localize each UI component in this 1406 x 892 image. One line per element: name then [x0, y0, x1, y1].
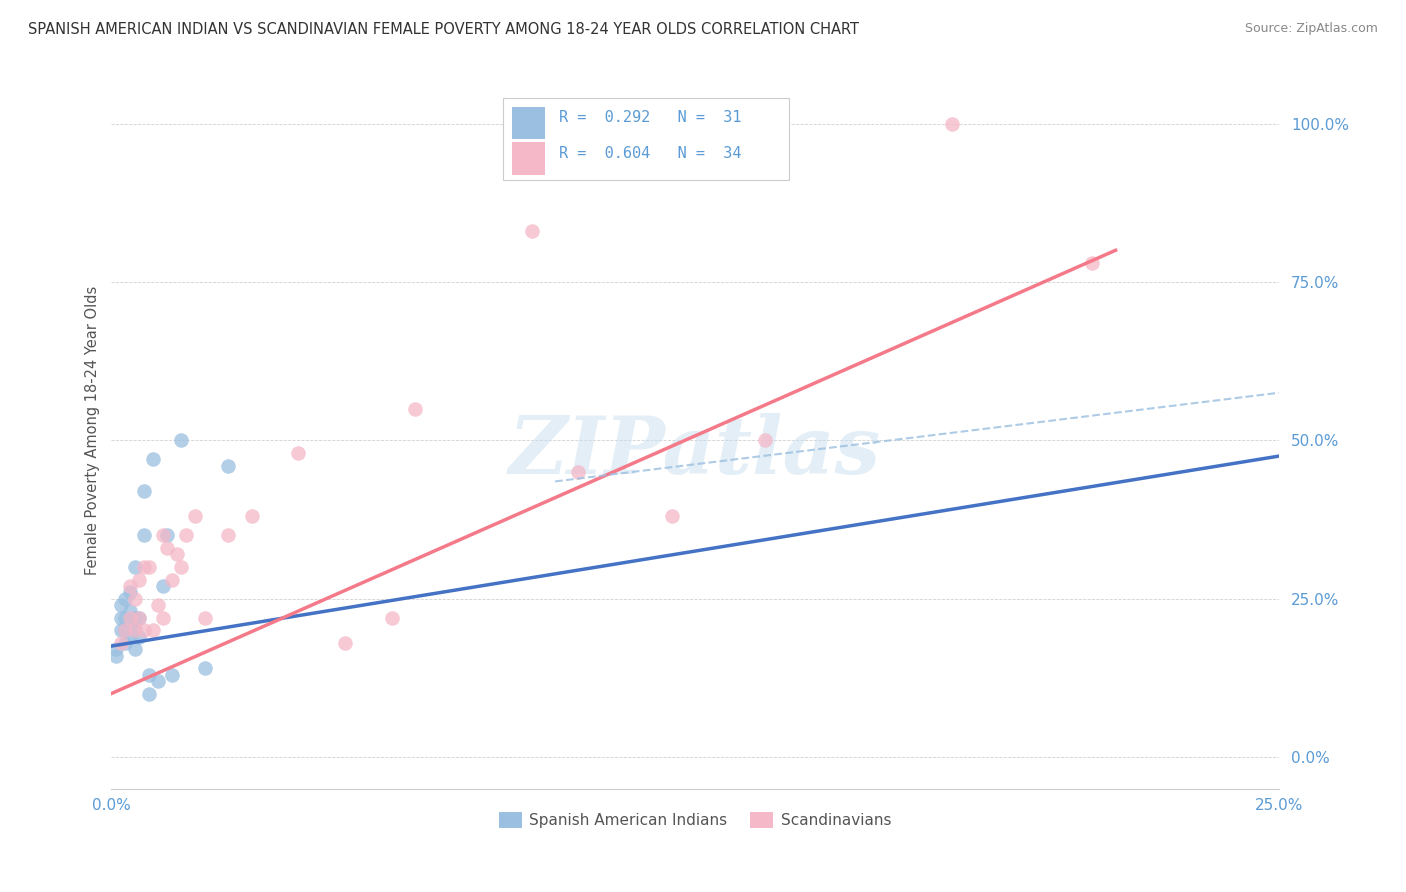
Point — [120, 604, 142, 618]
Point — [110, 636, 132, 650]
Point — [381, 610, 404, 624]
Point — [142, 452, 165, 467]
Text: R =  0.292   N =  31: R = 0.292 N = 31 — [558, 111, 741, 125]
Point — [287, 446, 309, 460]
Point — [156, 528, 179, 542]
Point — [120, 610, 142, 624]
Point — [146, 598, 169, 612]
Point — [105, 648, 128, 663]
Point — [124, 591, 146, 606]
Point — [128, 610, 150, 624]
Point — [110, 624, 132, 638]
Point — [174, 528, 197, 542]
Point — [520, 224, 543, 238]
Point — [128, 573, 150, 587]
Point — [124, 624, 146, 638]
Point — [114, 591, 136, 606]
Legend: Spanish American Indians, Scandinavians: Spanish American Indians, Scandinavians — [492, 806, 897, 835]
Point — [124, 560, 146, 574]
Point — [184, 509, 207, 524]
Point — [110, 610, 132, 624]
Point — [217, 528, 239, 542]
Point — [124, 642, 146, 657]
Point — [128, 630, 150, 644]
Point — [114, 624, 136, 638]
Point — [941, 117, 963, 131]
Point — [661, 509, 683, 524]
Point — [567, 465, 589, 479]
Point — [120, 630, 142, 644]
Point — [138, 667, 160, 681]
Point — [132, 560, 155, 574]
Point — [132, 528, 155, 542]
Point — [114, 610, 136, 624]
Point — [132, 624, 155, 638]
Point — [160, 667, 183, 681]
Point — [114, 624, 136, 638]
Bar — [512, 143, 544, 175]
Point — [333, 636, 356, 650]
Point — [146, 673, 169, 688]
Point — [120, 616, 142, 631]
Text: SPANISH AMERICAN INDIAN VS SCANDINAVIAN FEMALE POVERTY AMONG 18-24 YEAR OLDS COR: SPANISH AMERICAN INDIAN VS SCANDINAVIAN … — [28, 22, 859, 37]
Point — [166, 547, 188, 561]
Point — [120, 579, 142, 593]
Point — [1081, 256, 1104, 270]
Point — [114, 636, 136, 650]
Point — [170, 434, 193, 448]
Bar — [512, 107, 544, 139]
Point — [138, 560, 160, 574]
FancyBboxPatch shape — [502, 98, 789, 180]
Text: ZIPatlas: ZIPatlas — [509, 414, 882, 491]
Point — [120, 585, 142, 599]
Point — [170, 560, 193, 574]
Point — [138, 687, 160, 701]
Point — [160, 573, 183, 587]
Point — [240, 509, 263, 524]
Point — [754, 434, 776, 448]
Point — [217, 458, 239, 473]
Point — [156, 541, 179, 555]
Point — [110, 598, 132, 612]
Point — [194, 610, 217, 624]
Point — [128, 610, 150, 624]
Point — [152, 579, 174, 593]
Y-axis label: Female Poverty Among 18-24 Year Olds: Female Poverty Among 18-24 Year Olds — [86, 286, 100, 575]
Point — [152, 610, 174, 624]
Point — [124, 610, 146, 624]
Text: R =  0.604   N =  34: R = 0.604 N = 34 — [558, 146, 741, 161]
Point — [194, 661, 217, 675]
Point — [152, 528, 174, 542]
Point — [404, 401, 426, 416]
Text: Source: ZipAtlas.com: Source: ZipAtlas.com — [1244, 22, 1378, 36]
Point — [132, 483, 155, 498]
Point — [124, 624, 146, 638]
Point — [142, 624, 165, 638]
Point — [105, 642, 128, 657]
